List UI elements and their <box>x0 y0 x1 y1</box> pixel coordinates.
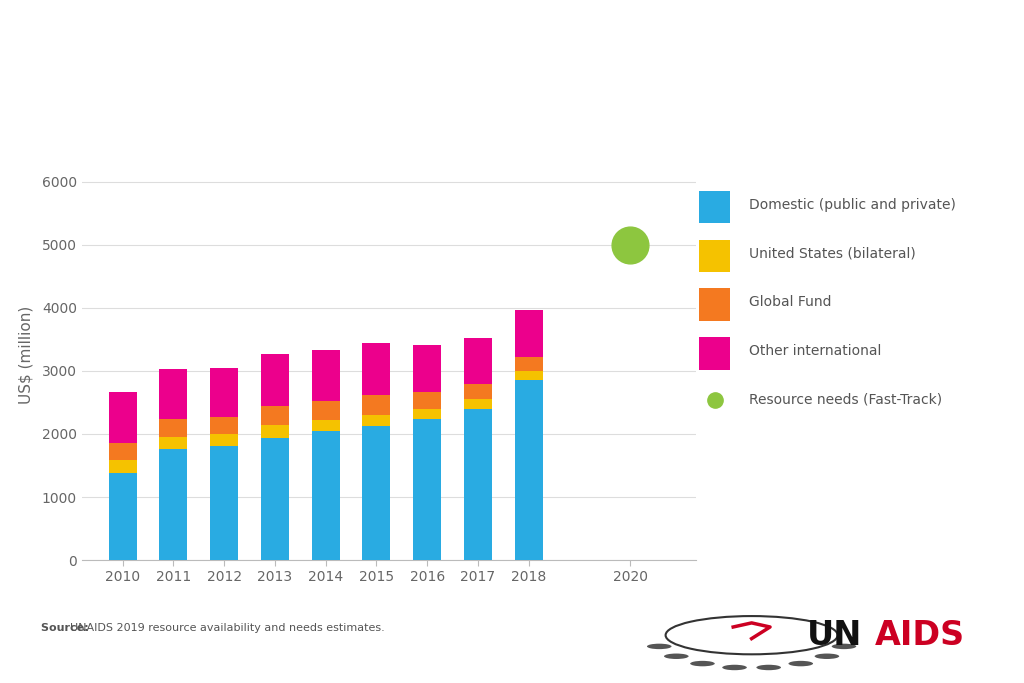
Text: 2010–2018, and projected resource needs by 2020: 2010–2018, and projected resource needs … <box>23 81 774 107</box>
Bar <box>414 419 441 560</box>
Bar <box>515 310 543 357</box>
Y-axis label: US$ (million): US$ (million) <box>18 306 34 404</box>
Bar <box>311 420 340 431</box>
Text: Resource needs (Fast-Track): Resource needs (Fast-Track) <box>749 393 942 407</box>
Bar <box>414 409 441 419</box>
Bar <box>362 415 390 426</box>
Text: UNAIDS 2019 resource availability and needs estimates.: UNAIDS 2019 resource availability and ne… <box>71 624 385 633</box>
Bar <box>210 417 238 434</box>
Bar <box>160 437 187 449</box>
Text: Source:: Source: <box>41 624 92 633</box>
Bar <box>362 426 390 560</box>
Circle shape <box>815 654 840 659</box>
Bar <box>515 357 543 371</box>
Bar <box>109 460 136 473</box>
Bar <box>414 345 441 392</box>
Text: United States (bilateral): United States (bilateral) <box>749 247 915 261</box>
Circle shape <box>647 643 672 649</box>
Text: AIDS: AIDS <box>874 619 965 652</box>
Text: UN: UN <box>807 619 862 652</box>
Text: HIV resource availability, by source, Asia and the Pacific,: HIV resource availability, by source, As… <box>23 33 871 59</box>
Bar <box>109 443 136 460</box>
Bar <box>160 370 187 419</box>
Bar <box>210 446 238 560</box>
Bar <box>464 339 492 384</box>
Circle shape <box>664 654 688 659</box>
Bar <box>515 371 543 380</box>
Bar <box>464 384 492 400</box>
Bar <box>210 368 238 417</box>
Bar <box>311 431 340 560</box>
Bar <box>414 392 441 409</box>
Circle shape <box>831 643 856 649</box>
Text: Domestic (public and private): Domestic (public and private) <box>749 198 955 212</box>
Circle shape <box>690 661 715 667</box>
Bar <box>109 392 136 443</box>
Bar <box>160 419 187 437</box>
Circle shape <box>722 665 746 670</box>
Bar <box>261 438 289 560</box>
Bar <box>109 473 136 560</box>
Circle shape <box>757 665 781 670</box>
Bar <box>311 400 340 420</box>
Bar <box>160 449 187 560</box>
Point <box>623 239 639 250</box>
Bar <box>362 343 390 395</box>
Bar <box>261 406 289 425</box>
Bar <box>261 425 289 438</box>
Bar <box>311 350 340 400</box>
Text: Other international: Other international <box>749 344 881 358</box>
Bar <box>464 409 492 560</box>
Bar <box>362 395 390 415</box>
Text: Global Fund: Global Fund <box>749 296 831 309</box>
Bar <box>261 354 289 406</box>
Bar <box>515 380 543 560</box>
Circle shape <box>788 661 813 667</box>
Bar <box>210 434 238 446</box>
Bar <box>464 400 492 409</box>
